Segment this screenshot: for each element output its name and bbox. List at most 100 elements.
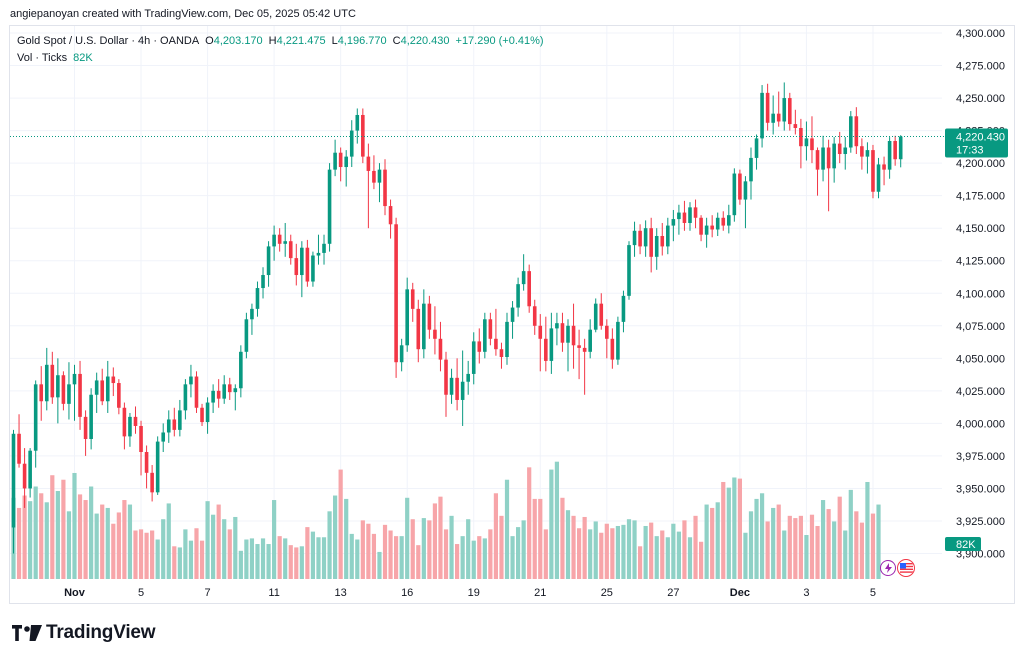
candle-body <box>788 98 792 125</box>
volume-bar <box>305 527 310 579</box>
candle-body <box>560 323 565 343</box>
volume-bar <box>105 507 110 579</box>
created-by-text: angiepanoyan created with TradingView.co… <box>10 8 356 20</box>
volume-bar <box>338 469 343 579</box>
volume-bar <box>576 528 582 579</box>
open-value: 4,203.170 <box>213 35 263 47</box>
volume-row: Vol · Ticks 82K <box>17 51 550 68</box>
volume-bar <box>820 500 826 579</box>
candle-body <box>654 235 659 257</box>
candle-body <box>815 150 820 170</box>
volume-bar <box>488 529 493 579</box>
candle-body <box>577 345 581 348</box>
volume-bar <box>832 521 837 579</box>
candle-body <box>128 416 132 437</box>
candle-body <box>682 212 687 223</box>
candle-body <box>555 323 559 329</box>
volume-bar <box>748 511 754 579</box>
volume-bar <box>710 507 715 579</box>
volume-bar <box>510 536 515 579</box>
candle-body <box>754 138 759 158</box>
volume-bar <box>521 520 526 579</box>
candle-body <box>67 384 71 404</box>
volume-bar <box>477 536 482 579</box>
volume-bar <box>394 536 399 579</box>
candle-body <box>593 303 598 330</box>
candle-body <box>372 170 376 183</box>
chart-frame <box>9 25 1015 604</box>
volume-bar <box>826 509 831 579</box>
candle-body <box>50 364 55 398</box>
low-label: L <box>331 35 338 47</box>
candle-body <box>222 384 227 399</box>
candle-body <box>422 303 426 350</box>
candle-body <box>821 147 825 170</box>
candle-body <box>771 113 775 123</box>
volume-bar <box>144 532 149 579</box>
tradingview-logo[interactable]: TradingView <box>12 622 156 644</box>
candle-body <box>388 206 393 225</box>
candle-body <box>854 116 859 147</box>
volume-bar <box>438 496 443 579</box>
y-tick-label: 4,250.000 <box>956 93 1005 105</box>
y-tick-label: 4,175.000 <box>956 191 1005 203</box>
candle-body <box>865 150 870 157</box>
y-tick-label: 4,125.000 <box>956 256 1005 268</box>
volume-bar <box>371 533 377 579</box>
volume-badge <box>945 537 981 551</box>
volume-bar <box>455 544 460 579</box>
candle-body <box>893 141 897 160</box>
volume-bar <box>216 504 221 579</box>
volume-bar <box>100 504 105 579</box>
x-tick-label: 21 <box>534 587 546 599</box>
volume-bar <box>571 515 576 579</box>
candle-body <box>322 243 326 253</box>
candle-body <box>499 349 504 358</box>
open-label: O <box>205 35 214 47</box>
volume-bar <box>44 502 49 579</box>
candle-body <box>876 164 881 192</box>
volume-bar <box>83 500 88 579</box>
volume-bar <box>599 532 604 579</box>
candle-body <box>460 381 465 400</box>
last-price-label: 4,220.430 <box>956 132 1005 144</box>
candle-body <box>305 247 310 282</box>
candle-body <box>693 207 698 218</box>
volume-bar <box>610 528 615 579</box>
candle-body <box>743 181 748 200</box>
volume-bar <box>676 531 681 579</box>
candle-body <box>22 463 27 489</box>
y-tick-label: 3,900.000 <box>956 549 1005 561</box>
candle-body <box>28 450 32 489</box>
candle-body <box>83 416 88 439</box>
candle-body <box>216 390 221 399</box>
candle-body <box>715 217 720 230</box>
volume-bar <box>782 530 787 579</box>
candle-body <box>516 284 520 308</box>
us-flag-icon[interactable] <box>897 559 915 577</box>
volume-bar <box>360 520 365 579</box>
y-tick-label: 4,000.000 <box>956 418 1005 430</box>
candle-body <box>311 255 315 282</box>
x-tick-label: 19 <box>468 587 480 599</box>
candle-body <box>582 347 587 352</box>
y-tick-label: 4,075.000 <box>956 321 1005 333</box>
tradingview-logo-icon <box>12 625 42 641</box>
candle-body <box>688 207 692 223</box>
candle-body <box>527 271 531 307</box>
volume-bar <box>793 518 798 579</box>
candle-body <box>117 383 121 408</box>
candle-body <box>427 303 432 330</box>
change-value: +17.290 (+0.41%) <box>455 35 544 47</box>
candle-body <box>183 384 188 411</box>
volume-bar <box>327 511 332 579</box>
volume-bar <box>593 521 598 579</box>
candle-body <box>433 329 437 339</box>
close-label: C <box>392 35 401 47</box>
volume-bar <box>55 491 60 579</box>
volume-bar <box>61 479 66 579</box>
x-tick-label: 27 <box>667 587 679 599</box>
lightning-icon[interactable] <box>880 560 896 576</box>
countdown-label: 17:33 <box>956 145 984 157</box>
